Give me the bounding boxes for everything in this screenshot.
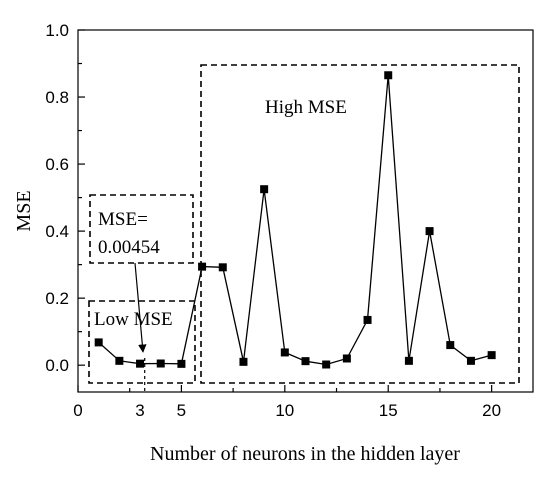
tick-labels: 0 5 10 15 20 3 0.0 0.2 0.4 0.6 0.8 1.0 — [45, 21, 501, 420]
data-point — [487, 351, 496, 360]
x-tick-label: 10 — [275, 401, 294, 420]
y-tick-label: 0.4 — [45, 222, 69, 241]
data-point — [136, 359, 145, 368]
data-point — [198, 262, 207, 271]
data-point — [322, 360, 331, 369]
data-point — [156, 359, 165, 368]
y-tick-label: 0.6 — [45, 155, 69, 174]
callout-arrow — [134, 262, 147, 353]
series-points — [94, 71, 496, 369]
data-point — [425, 227, 434, 236]
plot-frame — [77, 29, 534, 393]
high-mse-label: High MSE — [265, 97, 347, 118]
data-point — [239, 357, 248, 366]
data-point — [94, 338, 103, 347]
y-tick-label: 1.0 — [45, 21, 69, 40]
high-mse-box — [200, 64, 520, 384]
data-point — [384, 71, 393, 80]
data-point — [404, 356, 413, 365]
data-point — [342, 354, 351, 363]
y-tick-label: 0.0 — [45, 356, 69, 375]
data-point — [280, 348, 289, 357]
axis-ticks — [77, 29, 493, 392]
callout-label-line1: MSE= — [98, 209, 148, 230]
x-tick-label: 15 — [379, 401, 398, 420]
low-mse-box — [88, 300, 196, 384]
x-tick-label-extra: 3 — [135, 401, 144, 420]
data-point — [466, 356, 475, 365]
y-tick-label: 0.2 — [45, 289, 69, 308]
data-point — [260, 185, 269, 194]
x-axis-title: Number of neurons in the hidden layer — [150, 443, 460, 465]
data-point — [363, 315, 372, 324]
x-tick-label: 5 — [177, 401, 186, 420]
x-tick-label: 0 — [73, 401, 82, 420]
callout-box — [89, 194, 194, 264]
data-point — [301, 357, 310, 366]
data-point — [218, 263, 227, 272]
data-point — [115, 356, 124, 365]
low-mse-label: Low MSE — [94, 309, 173, 330]
y-tick-label: 0.8 — [45, 88, 69, 107]
y-axis-title: MSE — [13, 190, 35, 231]
x-tick-label: 20 — [482, 401, 501, 420]
data-point — [446, 341, 455, 350]
callout-label-line2: 0.00454 — [98, 237, 160, 258]
data-point — [177, 359, 186, 368]
